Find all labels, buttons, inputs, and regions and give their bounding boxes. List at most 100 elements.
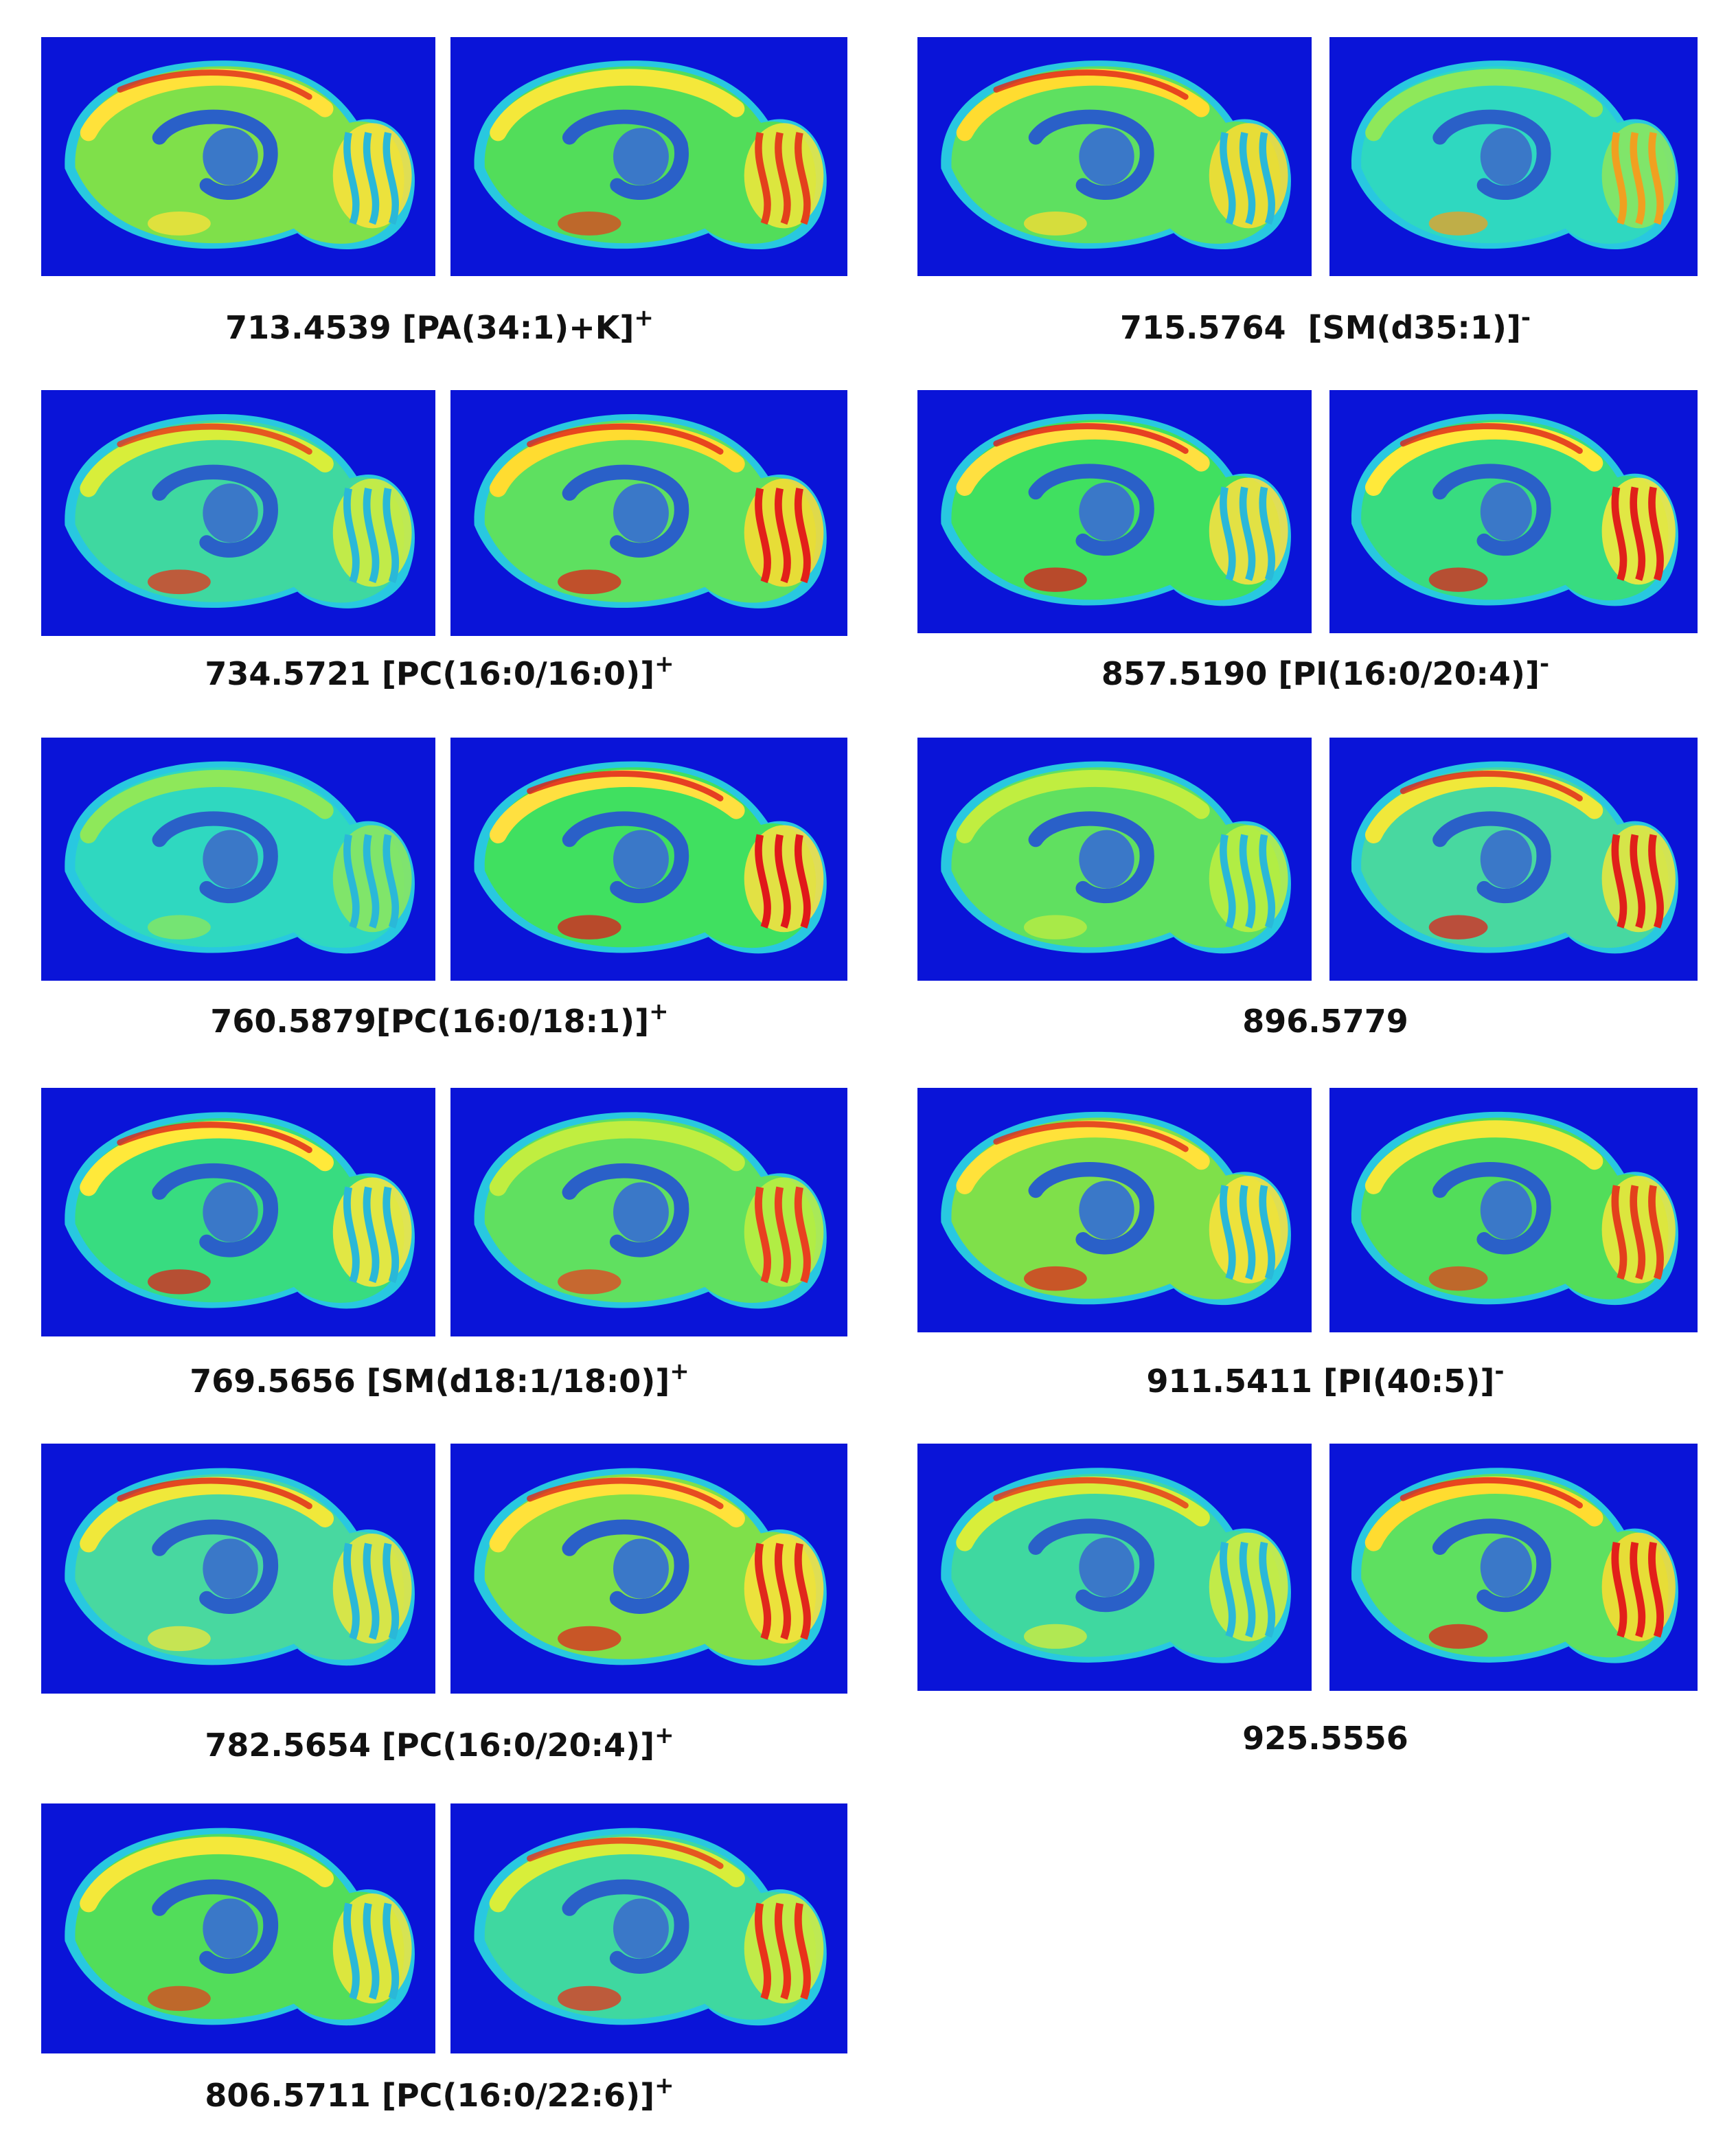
cerebellum-fold (1220, 834, 1236, 929)
panel-label: 715.5764 [SM(d35:1)]- (1120, 304, 1531, 346)
cerebellum-fold (1648, 1541, 1664, 1638)
cerebellum-fold (382, 132, 399, 225)
charge-superscript: - (1521, 304, 1531, 332)
compound-label: 806.5711 [PC(16:0/22:6)] (205, 2077, 654, 2114)
thalamus (1079, 482, 1134, 541)
thalamus (203, 483, 258, 543)
compound-label: 911.5411 [PI(40:5)] (1146, 1363, 1494, 1400)
cerebellum-fold (382, 1543, 400, 1640)
panel-label: 734.5721 [PC(16:0/16:0)]+ (205, 650, 674, 692)
hot-band (117, 1477, 312, 1510)
brain-image (917, 37, 1312, 276)
brain-image (450, 1444, 847, 1694)
hot-spot (558, 1985, 621, 2012)
cerebellum-fold (343, 1186, 360, 1284)
cerebellum-fold (794, 1902, 811, 2000)
thalamus (1480, 1181, 1532, 1240)
hot-spot (147, 212, 211, 236)
cerebellum-fold (755, 1186, 771, 1284)
hot-spot (1023, 212, 1087, 236)
hot-spot (147, 1985, 211, 2012)
hot-spot (1428, 567, 1488, 592)
white-matter (1028, 1162, 1154, 1255)
brain-image (41, 1088, 435, 1336)
cerebellum-fold (363, 1902, 380, 2000)
hot-band (527, 423, 724, 455)
cortex-band (80, 1836, 334, 1913)
hot-spot (1428, 212, 1488, 236)
brain-image (1329, 1444, 1698, 1691)
cerebellum-fold (343, 1543, 360, 1640)
panel-label: 713.4539 [PA(34:1)+K]+ (225, 304, 654, 346)
cerebellum-fold (1259, 834, 1276, 929)
white-matter (152, 1519, 279, 1614)
charge-superscript: + (634, 304, 654, 332)
hot-band (117, 69, 312, 100)
cerebellum-fold (1259, 1541, 1276, 1638)
white-matter (1432, 811, 1551, 904)
compound-label: 769.5656 [SM(d18:1/18:0)] (190, 1363, 670, 1400)
compound-label: 713.4539 [PA(34:1)+K] (225, 309, 634, 346)
thalamus (203, 128, 258, 185)
hot-spot (1428, 915, 1488, 940)
cerebellum-fold (1630, 1541, 1646, 1638)
hot-band (1400, 1477, 1583, 1509)
brain-image (450, 1088, 847, 1336)
cerebellum-fold (343, 1902, 360, 2000)
thalamus (1480, 1537, 1532, 1597)
cerebellum-fold (794, 1186, 811, 1284)
cerebellum-fold (1648, 1185, 1664, 1280)
hot-spot (558, 1626, 621, 1652)
thalamus (613, 128, 669, 185)
cortex-band (490, 69, 745, 141)
hot-band (1400, 771, 1583, 801)
cerebellum-fold (363, 132, 380, 225)
white-matter (152, 464, 278, 558)
compound-label: 896.5779 (1242, 1003, 1408, 1040)
charge-superscript: - (1494, 1358, 1504, 1385)
thalamus (203, 830, 258, 889)
panel-label: 911.5411 [PI(40:5)]- (1146, 1358, 1504, 1400)
cerebellum-fold (1220, 132, 1236, 225)
cortex-band (1365, 69, 1603, 141)
hot-band (527, 1477, 724, 1510)
cerebellum-fold (1648, 486, 1664, 581)
hot-spot (147, 915, 211, 940)
white-matter (152, 109, 278, 200)
charge-superscript: + (649, 998, 669, 1025)
thalamus (1480, 128, 1532, 185)
thalamus (203, 1182, 258, 1242)
white-matter (562, 811, 689, 904)
brain-image (450, 738, 847, 981)
brain-image (1329, 738, 1698, 981)
cerebellum-fold (382, 1902, 400, 2000)
white-matter (562, 1163, 689, 1257)
charge-superscript: + (670, 1358, 689, 1385)
cerebellum-fold (794, 834, 811, 929)
compound-label: 734.5721 [PC(16:0/16:0)] (205, 655, 654, 692)
white-matter (1028, 811, 1154, 904)
cerebellum-fold (794, 1543, 811, 1640)
compound-label: 760.5879[PC(16:0/18:1)] (210, 1003, 649, 1040)
hot-spot (1023, 567, 1087, 592)
cerebellum-fold (1611, 1185, 1628, 1280)
cerebellum-fold (755, 488, 771, 584)
cerebellum-fold (1648, 132, 1664, 225)
white-matter (562, 1879, 689, 1974)
thalamus (1079, 1181, 1134, 1240)
cortex-band (956, 770, 1210, 843)
cerebellum-fold (343, 834, 360, 929)
cerebellum-fold (1611, 1541, 1628, 1638)
thalamus (1480, 482, 1532, 541)
cerebellum-fold (1611, 486, 1628, 581)
cerebellum-fold (1219, 1185, 1236, 1280)
thalamus (1480, 830, 1532, 889)
cerebellum-fold (774, 1186, 791, 1284)
cerebellum-fold (1239, 834, 1256, 929)
white-matter (562, 109, 689, 200)
brain-image (450, 37, 847, 276)
cortex-band (80, 770, 334, 843)
hot-band (993, 1477, 1189, 1509)
white-matter (1028, 464, 1154, 556)
